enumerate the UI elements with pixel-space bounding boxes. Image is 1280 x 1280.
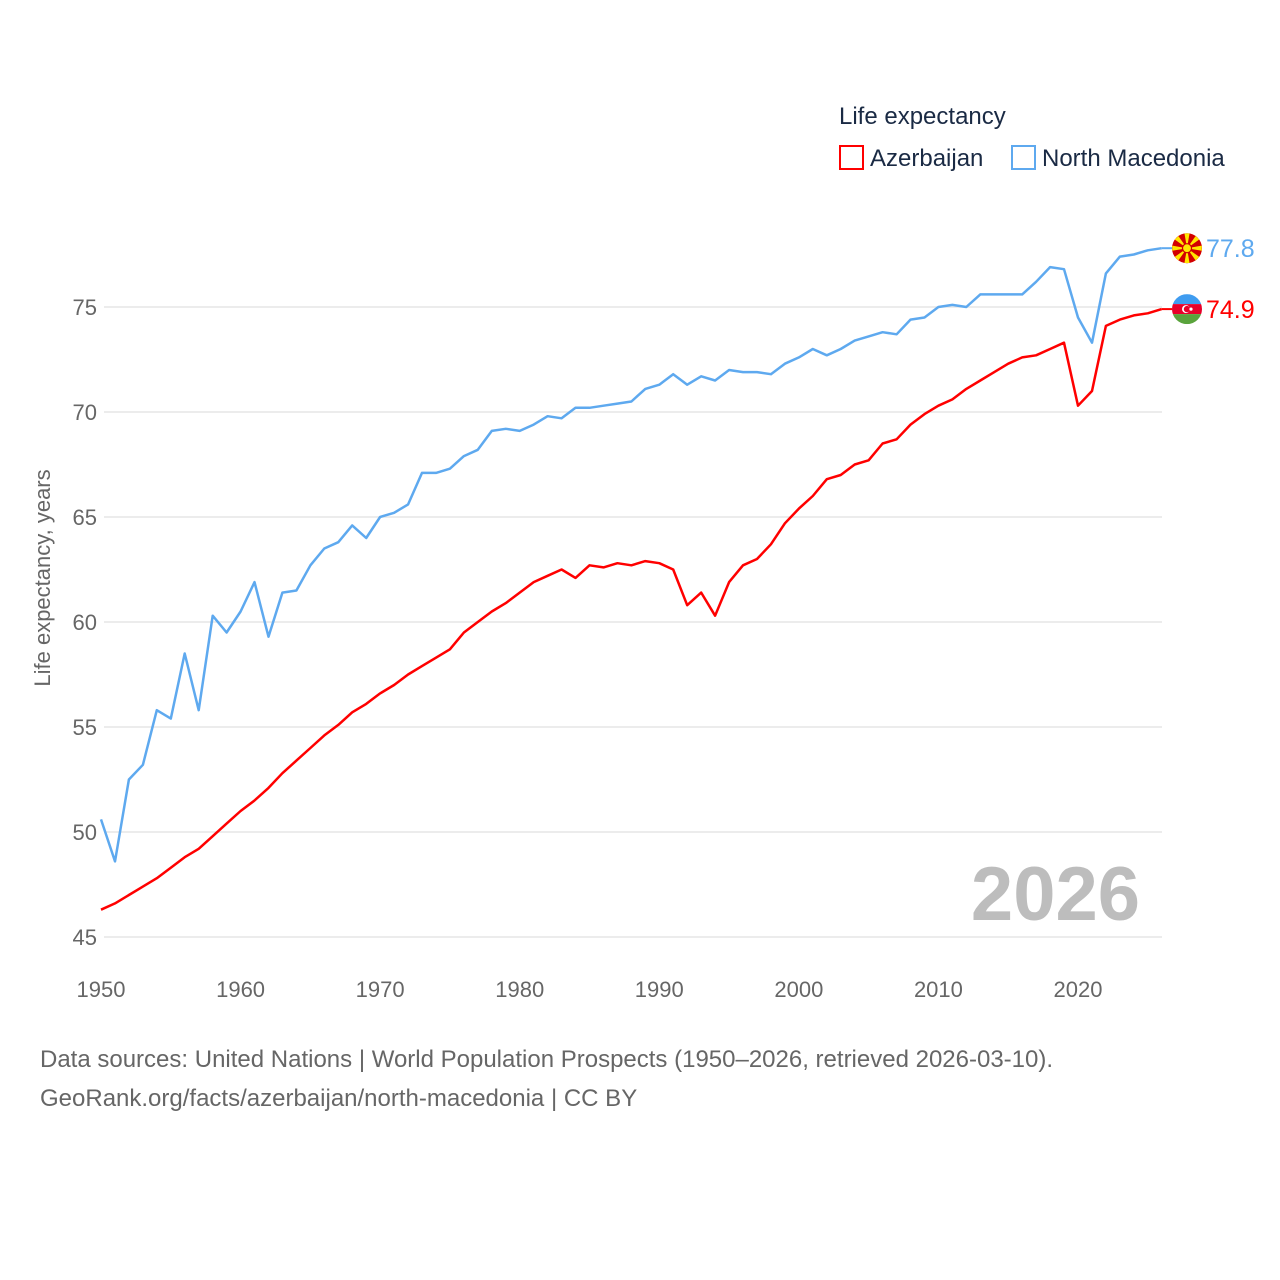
legend-swatch-north-macedonia[interactable] bbox=[1011, 145, 1036, 170]
x-axis-ticks: 1950 1960 1970 1980 1990 2000 2010 2020 bbox=[77, 977, 1103, 1002]
flag-blue-band bbox=[1172, 294, 1202, 305]
y-axis-ticks: 45 50 55 60 65 70 75 bbox=[73, 295, 97, 950]
y-axis-label: Life expectancy, years bbox=[30, 469, 55, 686]
flag-ray bbox=[1184, 248, 1190, 263]
series-end-labels: 74.9 77.8 bbox=[1161, 233, 1255, 325]
flag-crescent-cut bbox=[1183, 305, 1191, 313]
y-tick-label: 45 bbox=[73, 925, 97, 950]
series-line-north-macedonia bbox=[99, 246, 1162, 863]
azerbaijan-flag bbox=[1172, 294, 1202, 325]
x-tick-label: 2010 bbox=[914, 977, 963, 1002]
x-tick-label: 1960 bbox=[216, 977, 265, 1002]
y-tick-label: 70 bbox=[73, 400, 97, 425]
flag-ray bbox=[1172, 245, 1187, 251]
end-value-azerbaijan: 74.9 bbox=[1206, 296, 1255, 324]
grid-lines bbox=[104, 306, 1162, 938]
y-tick-label: 50 bbox=[73, 820, 97, 845]
x-tick-label: 1950 bbox=[77, 977, 126, 1002]
north-macedonia-flag bbox=[1172, 233, 1202, 264]
flag-green-band bbox=[1172, 314, 1202, 325]
x-tick-label: 2000 bbox=[774, 977, 823, 1002]
series-line-azerbaijan bbox=[100, 307, 1163, 911]
series-lines bbox=[99, 246, 1163, 911]
flag-ray bbox=[1184, 233, 1190, 249]
x-tick-label: 1980 bbox=[495, 977, 544, 1002]
legend-label-azerbaijan[interactable]: Azerbaijan bbox=[870, 145, 983, 172]
legend-swatch-azerbaijan[interactable] bbox=[839, 145, 864, 170]
legend-title: Life expectancy bbox=[839, 103, 1006, 130]
y-tick-label: 75 bbox=[73, 295, 97, 320]
flag-sun bbox=[1181, 243, 1193, 254]
x-tick-label: 1970 bbox=[356, 977, 405, 1002]
x-tick-label: 2020 bbox=[1054, 977, 1103, 1002]
data-sources-note: Data sources: United Nations | World Pop… bbox=[40, 1046, 1054, 1073]
flag-ray bbox=[1187, 245, 1202, 251]
legend: Life expectancy Azerbaijan North Macedon… bbox=[839, 103, 1225, 172]
flag-star bbox=[1189, 307, 1193, 311]
x-tick-label: 1990 bbox=[635, 977, 684, 1002]
source-link[interactable]: GeoRank.org/facts/azerbaijan/north-maced… bbox=[40, 1085, 638, 1112]
y-tick-label: 60 bbox=[73, 610, 97, 635]
legend-label-north-macedonia[interactable]: North Macedonia bbox=[1042, 145, 1225, 172]
end-value-north-macedonia: 77.8 bbox=[1206, 235, 1255, 263]
y-tick-label: 55 bbox=[73, 715, 97, 740]
y-tick-label: 65 bbox=[73, 505, 97, 530]
current-year-watermark: 2026 bbox=[971, 852, 1140, 937]
